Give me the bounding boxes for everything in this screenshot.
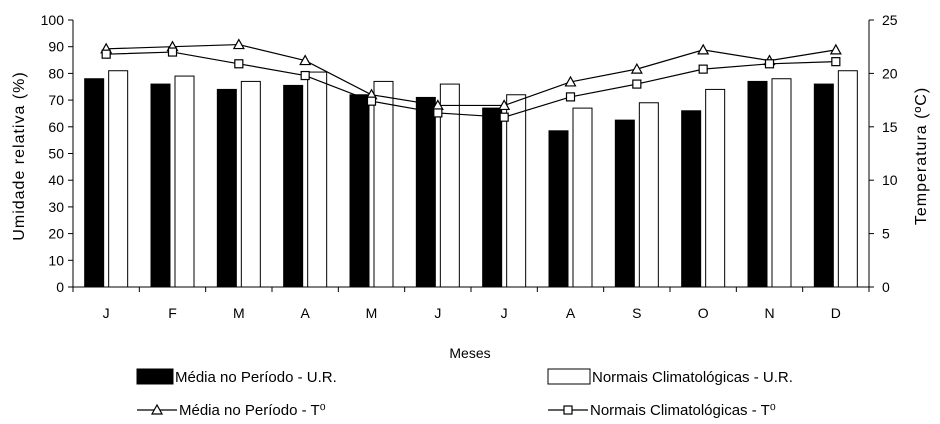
bar-normais-ur — [705, 88, 726, 288]
legend-label: Normais Climatológicas - T⁰ — [590, 402, 776, 419]
y2-tick-label: 10 — [882, 172, 898, 188]
y-tick-label: 10 — [48, 252, 64, 268]
triangle-marker — [564, 75, 577, 87]
square-marker — [499, 112, 509, 122]
x-tick-label: N — [764, 305, 774, 321]
square-marker — [167, 47, 178, 57]
x-tick-label: J — [434, 305, 441, 321]
x-axis-title: Meses — [449, 345, 490, 361]
y2-tick-label: 25 — [882, 12, 898, 28]
bar-media-ur — [349, 94, 370, 288]
y-tick-label: 20 — [48, 226, 64, 242]
bar-normais-ur — [174, 75, 195, 288]
line-normais-temp — [106, 51, 836, 118]
y-tick-label: 40 — [48, 172, 64, 188]
legend-square-icon — [563, 405, 573, 415]
y2-tick-label: 5 — [882, 226, 890, 242]
line-media-temp — [106, 43, 836, 107]
bar-media-ur — [681, 110, 702, 288]
square-marker — [234, 59, 244, 69]
bar-normais-ur — [572, 107, 593, 288]
y-tick-label: 0 — [56, 279, 64, 295]
square-marker — [101, 49, 111, 59]
legend-swatch — [136, 368, 174, 385]
bar-normais-ur — [373, 80, 394, 288]
bar-media-ur — [415, 96, 436, 288]
square-marker — [366, 96, 377, 106]
legend-swatch — [547, 368, 591, 385]
bar-normais-ur — [307, 71, 328, 288]
bar-normais-ur — [771, 78, 792, 288]
legend-label: Normais Climatológicas - U.R. — [592, 369, 793, 386]
x-tick-label: A — [566, 305, 576, 321]
y-tick-label: 60 — [48, 119, 64, 135]
bar-normais-ur — [506, 94, 527, 288]
bar-media-ur — [283, 84, 304, 288]
triangle-marker — [829, 43, 842, 55]
x-tick-label: J — [501, 305, 508, 321]
y2-tick-label: 20 — [882, 65, 898, 81]
y2-tick-label: 0 — [882, 279, 890, 295]
triangle-marker — [232, 38, 245, 50]
y-tick-label: 90 — [48, 39, 64, 55]
square-marker — [632, 79, 642, 89]
y2-axis-title: Temperatura (ºC) — [913, 87, 930, 225]
bar-media-ur — [216, 88, 237, 288]
bar-media-ur — [548, 130, 569, 288]
y-tick-label: 50 — [48, 146, 64, 162]
x-tick-label: M — [366, 305, 378, 321]
y-tick-label: 100 — [41, 12, 65, 28]
bar-media-ur — [150, 83, 171, 288]
square-marker — [698, 64, 708, 74]
triangle-marker — [697, 43, 710, 55]
x-tick-label: D — [831, 305, 841, 321]
x-tick-label: M — [233, 305, 245, 321]
x-tick-label: A — [300, 305, 310, 321]
legend: Média no Período - U.R. Normais Climatoló… — [136, 368, 793, 419]
square-marker — [565, 92, 576, 102]
square-marker — [300, 70, 310, 81]
bar-normais-ur — [240, 80, 261, 288]
x-tick-label: O — [698, 305, 709, 321]
triangle-marker — [299, 54, 312, 66]
y-tick-label: 70 — [48, 92, 64, 108]
y-axis-title: Umidade relativa (%) — [11, 71, 28, 240]
square-marker — [764, 59, 775, 69]
legend-label: Média no Período - U.R. — [175, 369, 337, 386]
y2-tick-label: 15 — [882, 119, 898, 135]
x-tick-label: J — [103, 305, 110, 321]
bar-normais-ur — [108, 70, 129, 288]
bar-media-ur — [482, 107, 503, 288]
bar-media-ur — [614, 119, 635, 288]
bar-normais-ur — [837, 70, 858, 288]
bar-normais-ur — [638, 102, 659, 288]
legend-triangle-icon — [150, 403, 164, 415]
bar-media-ur — [84, 78, 105, 288]
bar-media-ur — [747, 80, 768, 288]
square-marker — [831, 57, 841, 67]
y-tick-label: 80 — [48, 65, 64, 81]
triangle-marker — [498, 99, 511, 111]
y-tick-label: 30 — [48, 199, 64, 215]
square-marker — [433, 108, 443, 118]
bar-media-ur — [813, 83, 834, 288]
x-tick-label: S — [632, 305, 641, 321]
x-tick-label: F — [168, 305, 177, 321]
legend-label: Média no Período - T⁰ — [179, 402, 326, 419]
plot-area: 0 10 20 30 40 50 60 70 80 90 100 0 5 10 15 20 25 J F M A M J J A… — [41, 12, 898, 321]
triangle-marker — [630, 62, 643, 74]
